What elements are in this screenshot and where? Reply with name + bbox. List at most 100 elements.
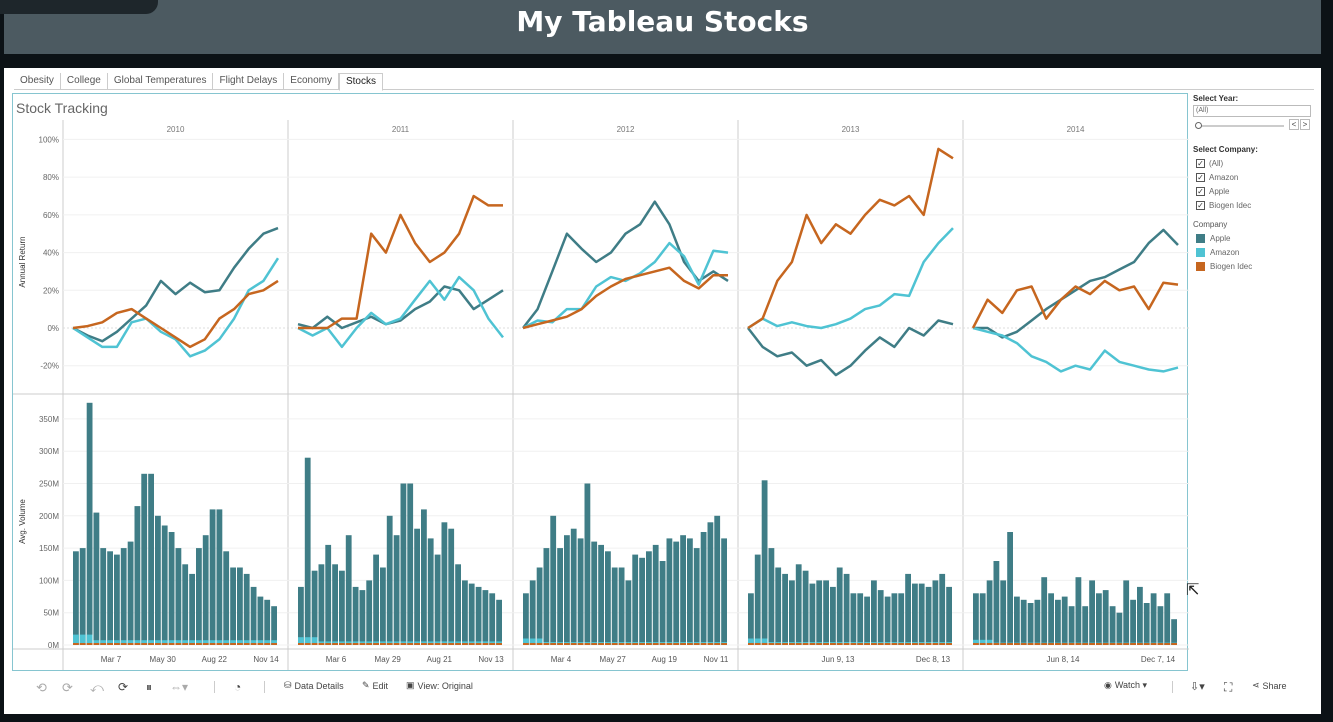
bar-biogen [311, 643, 318, 645]
slider-track [1198, 125, 1284, 127]
tab-obesity[interactable]: Obesity [14, 73, 61, 89]
bar-biogen [1000, 643, 1007, 645]
bar-apple [1137, 586, 1143, 645]
year-filter-dropdown[interactable]: (All) [1193, 105, 1311, 117]
line-biogen-2010 [72, 279, 279, 349]
bar-apple [823, 580, 829, 645]
bar-amazon [973, 639, 979, 645]
bar-biogen [836, 643, 843, 645]
bar-amazon [979, 639, 986, 645]
tab-flight-delays[interactable]: Flight Delays [213, 73, 285, 89]
edit-label: Edit [372, 680, 389, 691]
bar-biogen [1130, 643, 1136, 645]
checkbox-icon[interactable]: ✓ [1196, 200, 1205, 210]
bar-apple [598, 544, 604, 645]
bar-apple [468, 583, 475, 645]
x-tick-label: Aug 22 [202, 655, 228, 664]
bar-biogen [482, 643, 489, 645]
bar-amazon [107, 640, 113, 645]
bar-apple [332, 564, 338, 645]
bar-biogen [830, 643, 836, 645]
link-icon[interactable]: ⇔▾ [170, 680, 189, 694]
bar-biogen [427, 643, 434, 645]
bar-apple [243, 573, 250, 645]
toolbar-divider [264, 681, 265, 693]
pause-icon[interactable]: ⏸ [146, 680, 153, 694]
line-biogen-2014 [971, 279, 1179, 329]
watch-label: Watch ▾ [1114, 680, 1148, 690]
bar-apple [373, 554, 379, 645]
share-button[interactable]: ⋖ Share [1252, 680, 1287, 691]
redo-icon[interactable]: ⟳ [62, 680, 73, 695]
share-label: Share [1262, 680, 1287, 691]
bar-biogen [905, 643, 911, 645]
bar-apple [175, 548, 182, 645]
company-option-biogen[interactable]: ✓ Biogen Idec [1193, 198, 1318, 212]
tab-stocks[interactable]: Stocks [338, 73, 383, 91]
refresh-icon[interactable]: ⟳ [118, 680, 129, 694]
legend-item-apple[interactable]: Apple [1193, 231, 1318, 245]
slider-handle[interactable] [1195, 122, 1202, 129]
bar-biogen [462, 643, 468, 645]
legend-item-biogen[interactable]: Biogen Idec [1193, 259, 1318, 273]
view-original-button[interactable]: ▣ View: Original [406, 680, 473, 691]
bar-biogen [666, 643, 673, 645]
undo-icon[interactable]: ⟲ [36, 680, 47, 695]
tab-college[interactable]: College [61, 73, 108, 89]
revert-icon[interactable]: ⤺ [90, 680, 104, 695]
company-option-amazon[interactable]: ✓ Amazon [1193, 170, 1318, 184]
legend-item-amazon[interactable]: Amazon [1193, 245, 1318, 259]
bar-amazon [114, 640, 120, 645]
bar-biogen [659, 643, 666, 645]
data-details-button[interactable]: ⛁ Data Details [284, 680, 344, 691]
bar-apple [298, 586, 304, 645]
bar-apple [871, 580, 877, 645]
bar-amazon [73, 634, 79, 645]
bar-apple [1075, 577, 1082, 645]
checkbox-icon[interactable]: ✓ [1196, 186, 1205, 196]
bar-apple [1143, 603, 1150, 645]
bar-biogen [1041, 643, 1048, 645]
year-header: 2011 [392, 125, 410, 134]
bar-apple [700, 532, 707, 645]
bar-apple [448, 528, 455, 645]
fullscreen-icon[interactable]: ⛶ [1224, 680, 1233, 694]
bar-biogen [468, 643, 475, 645]
checkbox-icon[interactable]: ✓ [1196, 172, 1205, 182]
bar-apple [775, 567, 782, 645]
bar-amazon [127, 640, 134, 645]
bar-biogen [189, 643, 195, 645]
bar-apple [182, 564, 189, 645]
company-option-apple[interactable]: ✓ Apple [1193, 184, 1318, 198]
x-tick-label: Jun 8, 14 [1047, 655, 1080, 664]
year-slider[interactable]: < > [1193, 119, 1311, 133]
prev-year-button[interactable]: < [1289, 119, 1299, 130]
bar-apple [1000, 580, 1007, 645]
bar-apple [666, 538, 673, 645]
metrics-icon[interactable]: ◔ [234, 680, 242, 694]
bar-amazon [168, 640, 175, 645]
company-option-all[interactable]: ✓ (All) [1193, 156, 1318, 170]
bar-apple [939, 573, 946, 645]
bar-apple [489, 593, 496, 645]
bar-apple [898, 593, 905, 645]
bar-apple [352, 586, 359, 645]
checkbox-icon[interactable]: ✓ [1196, 158, 1205, 168]
watch-button[interactable]: ◉ Watch ▾ [1104, 680, 1147, 691]
bar-apple [836, 567, 843, 645]
bar-biogen [687, 643, 693, 645]
bar-apple [721, 538, 727, 645]
bar-apple [393, 535, 400, 645]
download-icon[interactable]: ⇩▾ [1190, 681, 1205, 693]
next-year-button[interactable]: > [1300, 119, 1310, 130]
tab-global-temperatures[interactable]: Global Temperatures [108, 73, 214, 89]
tab-economy[interactable]: Economy [284, 73, 339, 89]
bar-biogen [1061, 643, 1068, 645]
y-tick-label: 50M [43, 609, 59, 618]
bar-apple [427, 538, 434, 645]
bar-biogen [318, 643, 325, 645]
edit-button[interactable]: ✎ Edit [362, 680, 388, 691]
bar-apple [1150, 593, 1157, 645]
bar-biogen [864, 643, 870, 645]
bar-amazon [529, 638, 536, 645]
